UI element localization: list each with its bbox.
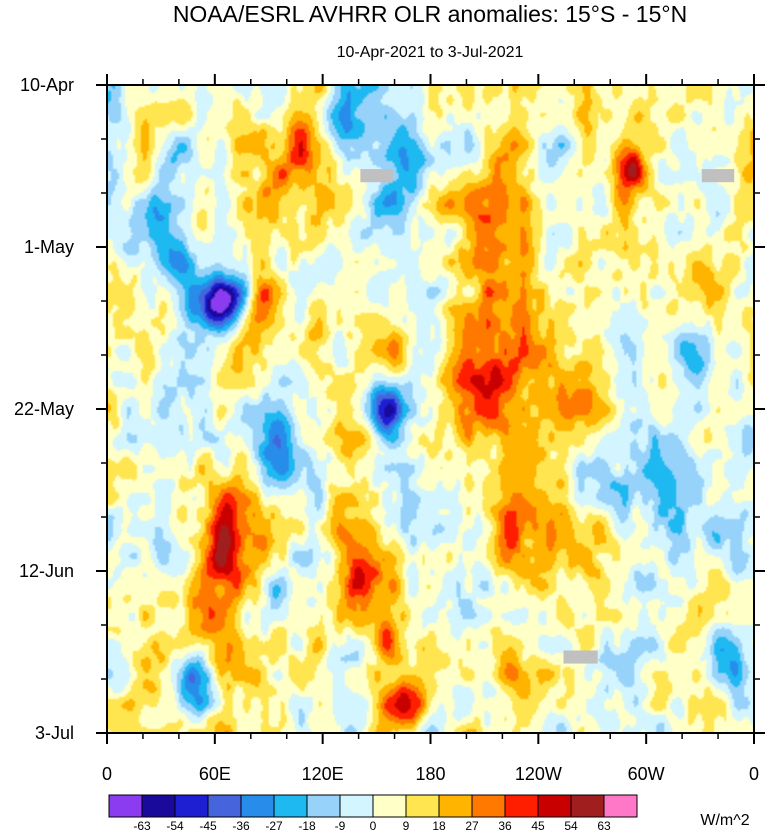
y-tick-label: 3-Jul [35, 723, 74, 743]
chart-subtitle: 10-Apr-2021 to 3-Jul-2021 [337, 44, 524, 61]
colorbar-level-label: 63 [597, 819, 611, 833]
plot-area [106, 84, 755, 734]
chart-title: NOAA/ESRL AVHRR OLR anomalies: 15°S - 15… [173, 1, 687, 27]
colorbar-level-label: -54 [166, 819, 184, 833]
x-tick-label: 120E [302, 764, 344, 784]
axis-ticks [96, 74, 765, 744]
colorbar-box [372, 794, 407, 818]
colorbar-level-label: -9 [335, 819, 346, 833]
missing-data-block [701, 169, 735, 183]
y-tick-label: 10-Apr [20, 75, 74, 95]
colorbar-box [504, 794, 539, 818]
colorbar-level-label: -27 [265, 819, 283, 833]
x-tick-label: 0 [749, 764, 759, 784]
x-axis-tick-labels: 0 60E 120E 180 120W 60W 0 [102, 764, 759, 784]
colorbar-labels: -63 -54 -45 -36 -27 -18 -9 0 9 18 27 36 45 54 63 [133, 819, 611, 833]
colorbar-level-label: -36 [232, 819, 250, 833]
colorbar-box [207, 794, 242, 818]
x-tick-label: 180 [415, 764, 445, 784]
colorbar-box [438, 794, 473, 818]
anomaly-field [107, 85, 754, 733]
colorbar-box [141, 794, 176, 818]
missing-data-block [360, 169, 393, 183]
x-tick-label: 60W [628, 764, 665, 784]
x-tick-label: 0 [102, 764, 112, 784]
colorbar-box [471, 794, 506, 818]
colorbar-box [405, 794, 440, 818]
colorbar-level-label: -45 [199, 819, 217, 833]
colorbar-level-label: -63 [133, 819, 151, 833]
colorbar-level-label: 36 [498, 819, 512, 833]
colorbar-box [537, 794, 572, 818]
x-tick-label: 120W [515, 764, 562, 784]
colorbar: -63 -54 -45 -36 -27 -18 -9 0 9 18 27 36 45 54 63 W/m^2 [108, 794, 750, 833]
colorbar-level-label: 0 [370, 819, 377, 833]
colorbar-box [273, 794, 308, 818]
colorbar-box [306, 794, 341, 818]
colorbar-level-label: 54 [564, 819, 578, 833]
y-axis-tick-labels: 10-Apr 1-May 22-May 12-Jun 3-Jul [14, 75, 74, 743]
missing-data-layer [360, 169, 735, 664]
colorbar-box [603, 794, 638, 818]
colorbar-box [240, 794, 275, 818]
colorbar-box [570, 794, 605, 818]
colorbar-level-label: 18 [432, 819, 446, 833]
y-tick-label: 12-Jun [19, 561, 74, 581]
colorbar-box [339, 794, 374, 818]
colorbar-level-label: 9 [403, 819, 410, 833]
colorbar-units: W/m^2 [700, 812, 749, 829]
colorbar-level-label: 45 [531, 819, 545, 833]
x-tick-label: 60E [199, 764, 231, 784]
colorbar-level-label: 27 [465, 819, 479, 833]
colorbar-box [174, 794, 209, 818]
colorbar-boxes [108, 794, 638, 818]
colorbar-box [108, 794, 143, 818]
y-tick-label: 1-May [24, 237, 74, 257]
colorbar-level-label: -18 [298, 819, 316, 833]
missing-data-block [563, 650, 598, 664]
y-tick-label: 22-May [14, 399, 74, 419]
